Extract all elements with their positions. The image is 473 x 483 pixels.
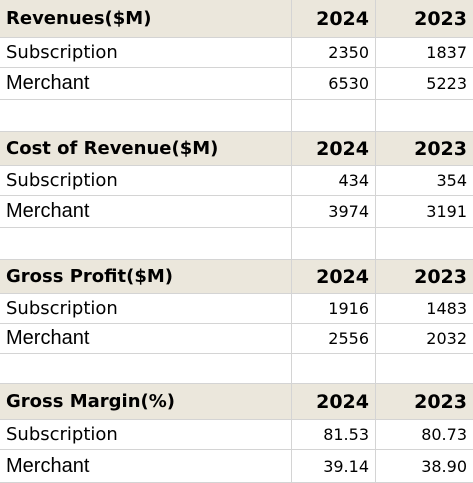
value-cell[interactable]: 1916 <box>292 294 376 324</box>
value-cell[interactable]: 39.14 <box>292 450 376 483</box>
empty-cell[interactable] <box>376 228 473 260</box>
section-header-cost-of-revenue: Cost of Revenue($M) 2024 2023 <box>0 132 473 166</box>
year-header-2024[interactable]: 2024 <box>292 384 376 420</box>
empty-cell[interactable] <box>292 354 376 384</box>
year-header-2024[interactable]: 2024 <box>292 260 376 294</box>
value-cell[interactable]: 2556 <box>292 324 376 354</box>
row-label[interactable]: Subscription <box>0 294 292 324</box>
section-title[interactable]: Cost of Revenue($M) <box>0 132 292 166</box>
table-row: Subscription 434 354 <box>0 166 473 196</box>
value-cell[interactable]: 1483 <box>376 294 473 324</box>
year-header-2023[interactable]: 2023 <box>376 384 473 420</box>
table-row: Subscription 2350 1837 <box>0 38 473 68</box>
blank-row <box>0 228 473 260</box>
value-cell[interactable]: 80.73 <box>376 420 473 450</box>
value-cell[interactable]: 81.53 <box>292 420 376 450</box>
blank-row <box>0 100 473 132</box>
section-header-gross-profit: Gross Profit($M) 2024 2023 <box>0 260 473 294</box>
value-cell[interactable]: 38.90 <box>376 450 473 483</box>
table-row: Merchant 3974 3191 <box>0 196 473 228</box>
blank-row <box>0 354 473 384</box>
row-label[interactable]: Merchant <box>0 196 292 228</box>
table-row: Merchant 2556 2032 <box>0 324 473 354</box>
table-row: Merchant 6530 5223 <box>0 68 473 100</box>
empty-cell[interactable] <box>292 228 376 260</box>
value-cell[interactable]: 3191 <box>376 196 473 228</box>
value-cell[interactable]: 434 <box>292 166 376 196</box>
year-header-2024[interactable]: 2024 <box>292 0 376 38</box>
section-title[interactable]: Revenues($M) <box>0 0 292 38</box>
section-title[interactable]: Gross Margin(%) <box>0 384 292 420</box>
table-row: Subscription 81.53 80.73 <box>0 420 473 450</box>
value-cell[interactable]: 2350 <box>292 38 376 68</box>
year-header-2023[interactable]: 2023 <box>376 132 473 166</box>
section-header-revenues: Revenues($M) 2024 2023 <box>0 0 473 38</box>
table-row: Subscription 1916 1483 <box>0 294 473 324</box>
value-cell[interactable]: 5223 <box>376 68 473 100</box>
value-cell[interactable]: 6530 <box>292 68 376 100</box>
year-header-2023[interactable]: 2023 <box>376 260 473 294</box>
empty-cell[interactable] <box>376 100 473 132</box>
value-cell[interactable]: 1837 <box>376 38 473 68</box>
year-header-2023[interactable]: 2023 <box>376 0 473 38</box>
row-label[interactable]: Subscription <box>0 38 292 68</box>
section-header-gross-margin: Gross Margin(%) 2024 2023 <box>0 384 473 420</box>
empty-cell[interactable] <box>0 228 292 260</box>
value-cell[interactable]: 3974 <box>292 196 376 228</box>
value-cell[interactable]: 354 <box>376 166 473 196</box>
row-label[interactable]: Merchant <box>0 68 292 100</box>
value-cell[interactable]: 2032 <box>376 324 473 354</box>
row-label[interactable]: Subscription <box>0 420 292 450</box>
empty-cell[interactable] <box>292 100 376 132</box>
year-header-2024[interactable]: 2024 <box>292 132 376 166</box>
empty-cell[interactable] <box>376 354 473 384</box>
section-title[interactable]: Gross Profit($M) <box>0 260 292 294</box>
empty-cell[interactable] <box>0 100 292 132</box>
row-label[interactable]: Merchant <box>0 324 292 354</box>
row-label[interactable]: Merchant <box>0 450 292 483</box>
table-row: Merchant 39.14 38.90 <box>0 450 473 483</box>
row-label[interactable]: Subscription <box>0 166 292 196</box>
empty-cell[interactable] <box>0 354 292 384</box>
